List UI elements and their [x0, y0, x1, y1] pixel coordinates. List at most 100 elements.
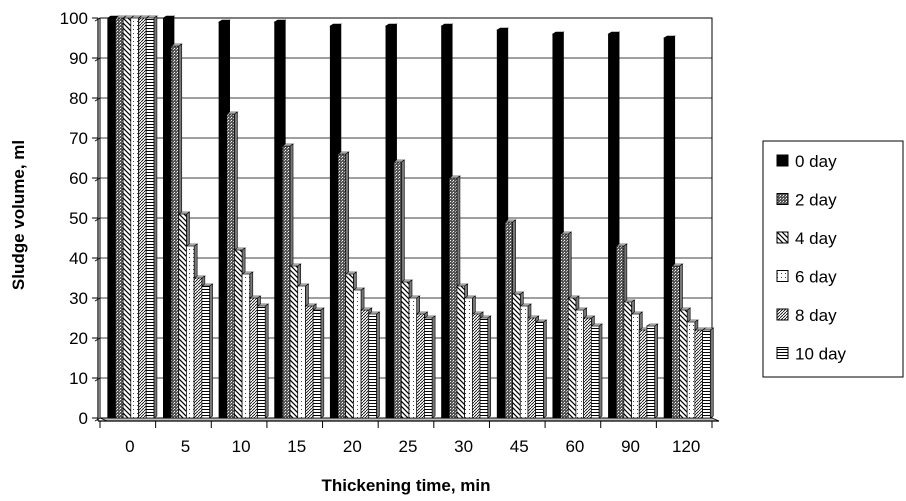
bar-front: [535, 321, 544, 419]
bar-front: [479, 317, 489, 419]
bars: [106, 15, 715, 419]
x-axis-label: Thickening time, min: [321, 476, 490, 495]
bar-front: [305, 305, 314, 419]
x-tick-label: 25: [399, 437, 418, 456]
y-tick-labels: 0 10 20 30 40 50 60 70 80 90 100: [60, 9, 88, 428]
bar-front: [107, 17, 116, 419]
bar-front: [671, 265, 680, 419]
legend-item: 6 day: [776, 268, 837, 287]
y-tick-label: 70: [69, 129, 88, 148]
legend-item: 0 day: [776, 152, 837, 171]
y-tick-label: 80: [69, 89, 88, 108]
bar-front: [583, 317, 592, 419]
x-tick-label: 15: [287, 437, 306, 456]
bar-front: [360, 309, 370, 419]
x-tick-label: 60: [565, 437, 584, 456]
bar-front: [456, 285, 465, 419]
legend-swatch: [776, 231, 789, 244]
bar-front: [512, 293, 521, 419]
bar-front: [122, 17, 132, 419]
bar-side: [598, 323, 603, 419]
bar-front: [631, 313, 640, 419]
y-tick-label: 50: [69, 209, 88, 228]
bar: [256, 303, 270, 419]
legend-label: 10 day: [795, 345, 847, 364]
x-tick-label: 90: [621, 437, 640, 456]
bar-front: [496, 29, 506, 419]
bar-front: [424, 317, 433, 419]
bar-front: [400, 281, 410, 419]
bar-front: [504, 221, 513, 419]
bar-side: [153, 15, 158, 419]
bar-front: [575, 309, 584, 419]
legend-item: 8 day: [776, 306, 837, 325]
bar-front: [312, 309, 322, 419]
y-tick-label: 40: [69, 249, 88, 268]
bar-front: [623, 301, 632, 419]
legend-swatch: [776, 347, 789, 359]
legend-swatch: [776, 154, 789, 167]
bar-front: [257, 305, 266, 419]
bar: [534, 319, 548, 419]
bar-side: [209, 283, 213, 419]
bar-front: [145, 17, 155, 419]
bar: [701, 327, 715, 419]
bar-front: [590, 325, 600, 419]
legend-label: 4 day: [795, 229, 837, 248]
legend-item: 2 day: [776, 191, 837, 210]
bar: [645, 323, 659, 419]
bar-front: [471, 313, 481, 419]
x-tick-label: 30: [454, 437, 473, 456]
bar-front: [234, 249, 243, 419]
bar-front: [385, 25, 394, 419]
bar-front: [201, 285, 210, 419]
bar-front: [393, 161, 402, 419]
bar-front: [679, 309, 688, 419]
bar-front: [527, 317, 537, 419]
bar-front: [186, 245, 195, 419]
legend-label: 6 day: [795, 268, 837, 287]
legend-item: 10 day: [776, 345, 847, 364]
axes: [92, 17, 719, 428]
bar-front: [274, 21, 283, 419]
x-tick-labels: 0 5 10 15 20 25 30 45 60 90 120: [125, 437, 700, 456]
bar-front: [170, 45, 180, 419]
bar-front: [178, 213, 187, 419]
legend-label: 8 day: [795, 306, 837, 325]
bar-front: [345, 273, 354, 419]
bar: [200, 283, 214, 419]
bar: [590, 323, 603, 419]
bar-front: [329, 25, 339, 419]
x-tick-label: 0: [125, 437, 134, 456]
bar-side: [709, 327, 714, 419]
legend-label: 0 day: [795, 152, 837, 171]
legend-swatch: [776, 308, 789, 321]
bar-front: [448, 177, 458, 419]
bar-front: [552, 33, 561, 419]
y-axis-label: Sludge volume, ml: [9, 140, 28, 290]
x-tick-label: 10: [232, 437, 251, 456]
bar-front: [694, 329, 703, 419]
bar-front: [297, 285, 306, 419]
legend-box: [762, 140, 904, 378]
bar: [479, 315, 492, 419]
y-tick-label: 10: [69, 369, 88, 388]
y-tick-label: 30: [69, 289, 88, 308]
bar-front: [281, 145, 291, 419]
x-tick-label: 20: [343, 437, 362, 456]
bar-side: [487, 315, 492, 419]
bar-front: [560, 233, 569, 419]
bar-front: [567, 297, 577, 419]
bar-front: [130, 17, 139, 419]
legend-swatch: [776, 193, 789, 205]
x-tick-label: 120: [672, 437, 700, 456]
bar-front: [353, 289, 362, 419]
bar-front: [464, 297, 473, 419]
bar-front: [241, 273, 251, 419]
y-tick-label: 60: [69, 169, 88, 188]
bar: [145, 15, 158, 419]
bar-front: [646, 325, 655, 419]
bar-side: [376, 311, 380, 419]
legend-swatch: [776, 270, 789, 282]
